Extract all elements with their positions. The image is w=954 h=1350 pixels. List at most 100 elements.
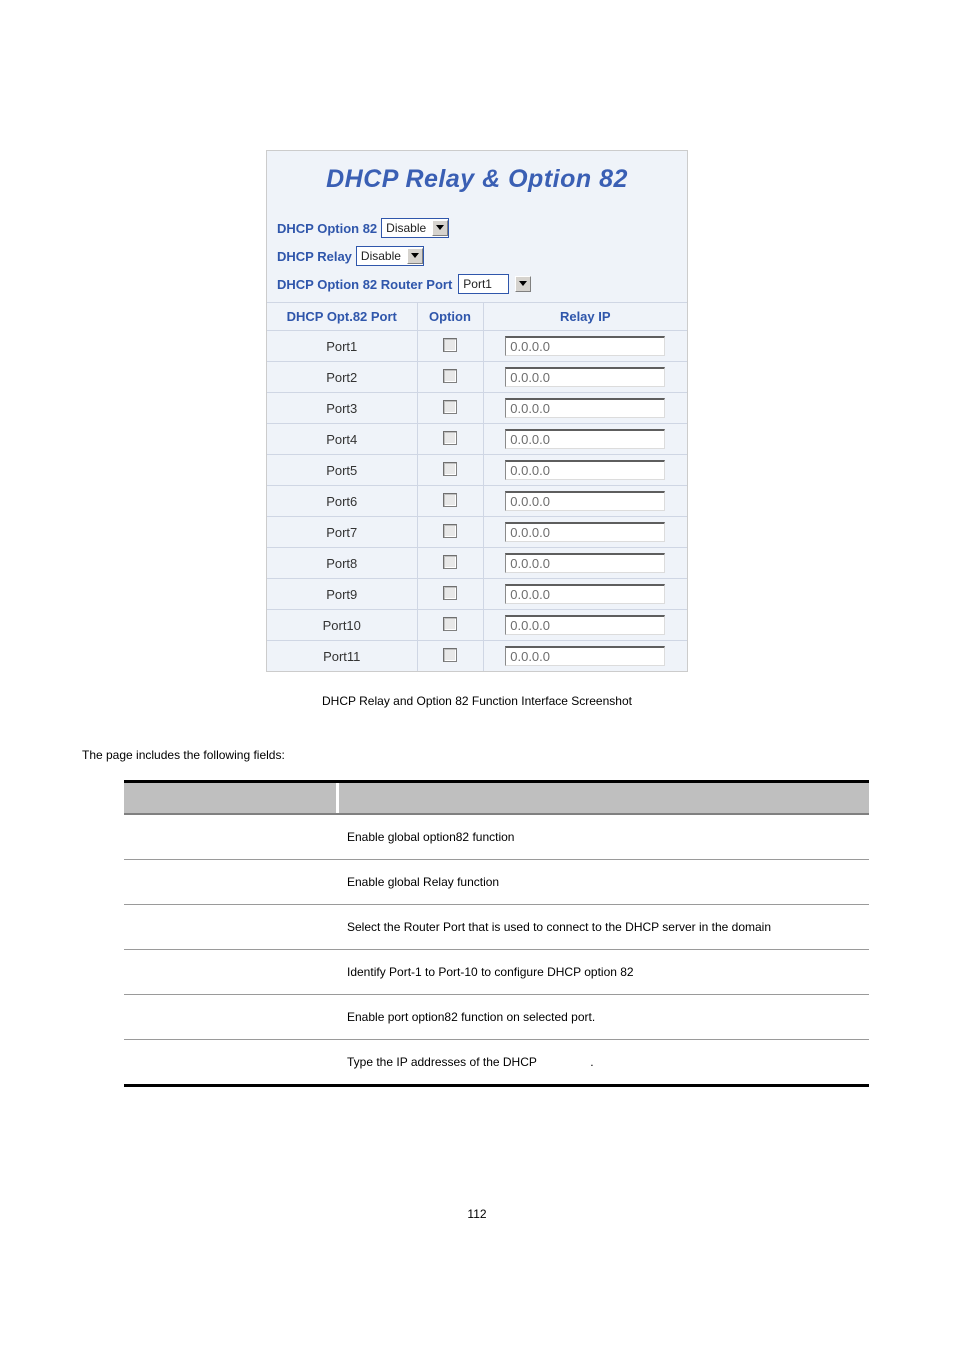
relay-ip-cell: 0.0.0.0	[483, 362, 687, 393]
port-cell: Port1	[267, 331, 417, 362]
row-dhcp-option82: DHCP Option 82 Disable	[277, 214, 679, 242]
option-checkbox[interactable]	[443, 648, 457, 662]
description-cell: Select the Router Port that is used to c…	[339, 905, 869, 950]
relay-ip-cell: 0.0.0.0	[483, 610, 687, 641]
option-cell	[417, 362, 483, 393]
object-cell	[124, 1040, 336, 1086]
table-row: Enable port option82 function on selecte…	[124, 995, 869, 1040]
relay-ip-input[interactable]: 0.0.0.0	[505, 491, 665, 511]
relay-ip-cell: 0.0.0.0	[483, 393, 687, 424]
chevron-down-icon	[407, 248, 423, 264]
relay-ip-input[interactable]: 0.0.0.0	[505, 553, 665, 573]
relay-ip-input[interactable]: 0.0.0.0	[505, 398, 665, 418]
port-cell: Port4	[267, 424, 417, 455]
table-row: Type the IP addresses of the DHCP .	[124, 1040, 869, 1086]
relay-ip-input[interactable]: 0.0.0.0	[505, 646, 665, 666]
table-row: Port1 0.0.0.0	[267, 331, 687, 362]
label-router-port: DHCP Option 82 Router Port	[277, 277, 452, 292]
table-row: Identify Port-1 to Port-10 to configure …	[124, 950, 869, 995]
port-cell: Port11	[267, 641, 417, 672]
table-row: Port9 0.0.0.0	[267, 579, 687, 610]
port-cell: Port7	[267, 517, 417, 548]
page-number: 112	[0, 1207, 954, 1261]
option-cell	[417, 517, 483, 548]
description-table: Enable global option82 functionEnable gl…	[124, 780, 869, 1087]
object-cell	[124, 950, 336, 995]
option-checkbox[interactable]	[443, 462, 457, 476]
table-row: Port7 0.0.0.0	[267, 517, 687, 548]
row-dhcp-relay: DHCP Relay Disable	[277, 242, 679, 270]
relay-ip-cell: 0.0.0.0	[483, 641, 687, 672]
relay-ip-cell: 0.0.0.0	[483, 517, 687, 548]
relay-ip-input[interactable]: 0.0.0.0	[505, 367, 665, 387]
relay-ip-input[interactable]: 0.0.0.0	[505, 429, 665, 449]
port-cell: Port8	[267, 548, 417, 579]
ports-table: DHCP Opt.82 Port Option Relay IP Port10.…	[267, 302, 687, 671]
relay-ip-cell: 0.0.0.0	[483, 579, 687, 610]
relay-ip-input[interactable]: 0.0.0.0	[505, 584, 665, 604]
panel-title: DHCP Relay & Option 82	[267, 151, 687, 214]
option-checkbox[interactable]	[443, 369, 457, 383]
option-cell	[417, 424, 483, 455]
option-checkbox[interactable]	[443, 555, 457, 569]
object-cell	[124, 905, 336, 950]
object-cell	[124, 860, 336, 905]
label-dhcp-relay: DHCP Relay	[277, 249, 352, 264]
desc-header-object	[124, 782, 336, 815]
figure-caption: DHCP Relay and Option 82 Function Interf…	[0, 694, 954, 708]
option-checkbox[interactable]	[443, 400, 457, 414]
object-cell	[124, 814, 336, 860]
port-cell: Port10	[267, 610, 417, 641]
relay-ip-input[interactable]: 0.0.0.0	[505, 522, 665, 542]
relay-ip-input[interactable]: 0.0.0.0	[505, 336, 665, 356]
option-checkbox[interactable]	[443, 617, 457, 631]
intro-text: The page includes the following fields:	[82, 748, 954, 762]
description-cell: Identify Port-1 to Port-10 to configure …	[339, 950, 869, 995]
table-row: Enable global option82 function	[124, 814, 869, 860]
label-dhcp-option82: DHCP Option 82	[277, 221, 377, 236]
relay-ip-cell: 0.0.0.0	[483, 424, 687, 455]
option-checkbox[interactable]	[443, 431, 457, 445]
table-row: Enable global Relay function	[124, 860, 869, 905]
port-cell: Port2	[267, 362, 417, 393]
select-router-port-value: Port1	[463, 277, 498, 291]
option-checkbox[interactable]	[443, 493, 457, 507]
desc-header-description	[339, 782, 869, 815]
port-cell: Port6	[267, 486, 417, 517]
table-row: Port6 0.0.0.0	[267, 486, 687, 517]
description-cell: Enable port option82 function on selecte…	[339, 995, 869, 1040]
select-router-port[interactable]: Port1	[458, 274, 509, 294]
select-dhcp-relay[interactable]: Disable	[356, 246, 424, 266]
port-cell: Port9	[267, 579, 417, 610]
table-row: Port11 0.0.0.0	[267, 641, 687, 672]
dhcp-panel: DHCP Relay & Option 82 DHCP Option 82 Di…	[266, 150, 688, 672]
relay-ip-input[interactable]: 0.0.0.0	[505, 615, 665, 635]
control-rows: DHCP Option 82 Disable DHCP Relay Disabl…	[267, 214, 687, 302]
header-port: DHCP Opt.82 Port	[267, 303, 417, 331]
header-relayip: Relay IP	[483, 303, 687, 331]
select-dhcp-relay-value: Disable	[361, 249, 407, 263]
row-router-port: DHCP Option 82 Router Port Port1	[277, 270, 679, 298]
description-cell: Type the IP addresses of the DHCP .	[339, 1040, 869, 1086]
option-cell	[417, 393, 483, 424]
option-checkbox[interactable]	[443, 338, 457, 352]
description-cell: Enable global Relay function	[339, 860, 869, 905]
description-cell: Enable global option82 function	[339, 814, 869, 860]
relay-ip-cell: 0.0.0.0	[483, 331, 687, 362]
option-checkbox[interactable]	[443, 586, 457, 600]
table-row: Port4 0.0.0.0	[267, 424, 687, 455]
relay-ip-cell: 0.0.0.0	[483, 455, 687, 486]
relay-ip-input[interactable]: 0.0.0.0	[505, 460, 665, 480]
select-dhcp-option82-value: Disable	[386, 221, 432, 235]
table-row: Port5 0.0.0.0	[267, 455, 687, 486]
table-row: Port2 0.0.0.0	[267, 362, 687, 393]
option-cell	[417, 579, 483, 610]
relay-ip-cell: 0.0.0.0	[483, 548, 687, 579]
relay-ip-cell: 0.0.0.0	[483, 486, 687, 517]
option-checkbox[interactable]	[443, 524, 457, 538]
select-dhcp-option82[interactable]: Disable	[381, 218, 449, 238]
option-cell	[417, 486, 483, 517]
table-row: Port8 0.0.0.0	[267, 548, 687, 579]
option-cell	[417, 455, 483, 486]
port-cell: Port5	[267, 455, 417, 486]
